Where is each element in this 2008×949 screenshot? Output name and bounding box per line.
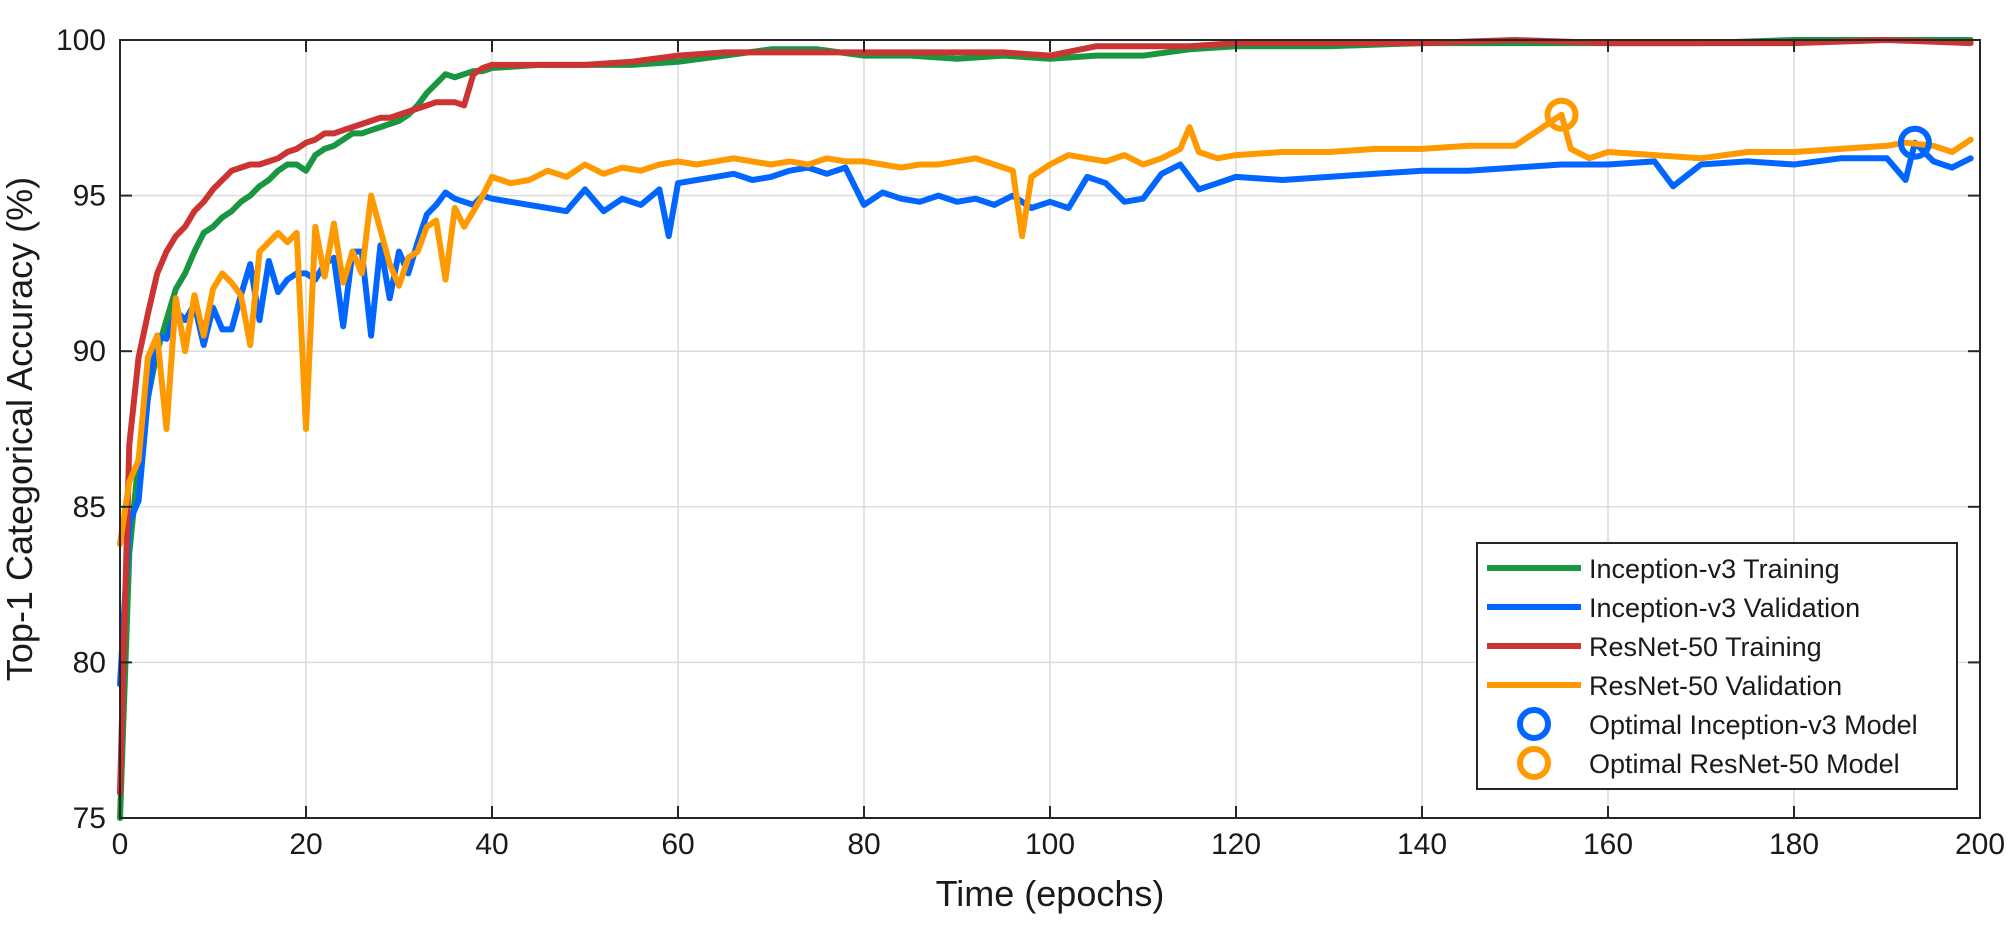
legend-marker-swatch-1 [1517, 746, 1551, 780]
x-tick-label: 0 [112, 828, 129, 861]
legend-box [1476, 542, 1958, 790]
x-tick-label: 80 [847, 828, 880, 861]
x-tick-label: 120 [1211, 828, 1261, 861]
y-tick-label: 90 [73, 335, 106, 368]
y-tick-label: 75 [73, 802, 106, 835]
legend-marker-label-1: Optimal ResNet-50 Model [1589, 749, 1900, 779]
legend-label-1: Inception-v3 Validation [1589, 593, 1860, 623]
optimal-marker-0 [1897, 125, 1932, 160]
x-tick-label: 20 [289, 828, 322, 861]
legend: Inception-v3 Training Inception-v3 Valida… [1476, 542, 1958, 790]
tick-labels: 0 20 40 60 80 100 120 140 160 180 200 75 80 85 90 95 100 [56, 24, 2005, 861]
y-axis-title: Top-1 Categorical Accuracy (%) [0, 177, 40, 681]
series-line-2 [117, 37, 1974, 797]
x-tick-label: 200 [1955, 828, 2005, 861]
series-layer [117, 37, 1974, 821]
series-line-1 [117, 139, 1974, 688]
x-tick-label: 160 [1583, 828, 1633, 861]
x-tick-label: 100 [1025, 828, 1075, 861]
legend-label-0: Inception-v3 Training [1589, 554, 1840, 584]
marker-layer [1544, 97, 1932, 160]
x-tick-label: 180 [1769, 828, 1819, 861]
x-axis-title: Time (epochs) [936, 873, 1165, 914]
y-tick-label: 85 [73, 491, 106, 524]
y-tick-label: 95 [73, 180, 106, 213]
optimal-marker-1 [1544, 97, 1579, 132]
x-tick-label: 140 [1397, 828, 1447, 861]
legend-label-3: ResNet-50 Validation [1589, 671, 1842, 701]
y-tick-label: 80 [73, 646, 106, 679]
legend-marker-label-0: Optimal Inception-v3 Model [1589, 710, 1918, 740]
y-tick-label: 100 [56, 24, 106, 57]
x-tick-label: 40 [475, 828, 508, 861]
legend-marker-swatch-0 [1517, 707, 1551, 741]
legend-label-2: ResNet-50 Training [1589, 632, 1822, 662]
series-line-3 [117, 111, 1974, 548]
x-tick-label: 60 [661, 828, 694, 861]
